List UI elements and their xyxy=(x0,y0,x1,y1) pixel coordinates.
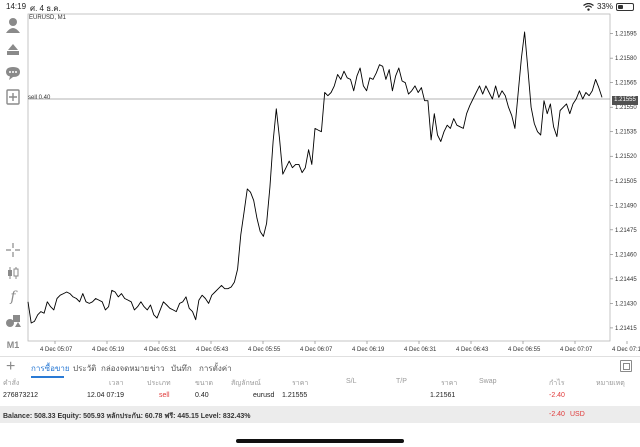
chat-icon[interactable] xyxy=(3,63,23,83)
col-swap: Swap xyxy=(479,378,497,385)
col-tp: T/P xyxy=(396,378,407,385)
status-time: 14:19 xyxy=(6,2,27,11)
x-tick-label: 4 Dec 05:07 xyxy=(40,347,73,353)
order-size: 0.40 xyxy=(195,392,209,399)
status-right: 33% xyxy=(583,2,634,11)
col-sl: S/L xyxy=(346,378,357,385)
y-tick-label: 1.21415 xyxy=(615,326,637,332)
trade-icon[interactable] xyxy=(3,39,23,59)
chart-canvas[interactable]: 1.21595 1.21580 1.21565 1.21550 1.21535 1.215… xyxy=(27,13,640,356)
total-profit: -2.40 xyxy=(549,411,565,418)
y-tick-label: 1.21595 xyxy=(615,32,637,38)
y-tick-label: 1.21490 xyxy=(615,203,637,209)
y-tick-label: 1.21550 xyxy=(615,105,637,111)
active-tab-indicator xyxy=(31,376,64,378)
y-tick-label: 1.21565 xyxy=(615,81,637,87)
col-time: เวลา xyxy=(109,380,124,387)
x-tick-label: 4 Dec 06:19 xyxy=(352,347,385,353)
col-profit: กำไร xyxy=(549,380,565,387)
y-tick-label: 1.21460 xyxy=(615,252,637,258)
new-order-icon[interactable] xyxy=(3,87,23,107)
x-tick-label: 4 Dec 06:43 xyxy=(456,347,489,353)
order-line-label[interactable]: sell 0.40 xyxy=(28,95,51,101)
battery-icon xyxy=(616,2,634,11)
wifi-icon xyxy=(583,2,594,11)
battery-percent: 33% xyxy=(596,2,613,11)
x-tick-label: 4 Dec 05:55 xyxy=(248,347,281,353)
order-type: sell xyxy=(159,392,170,399)
home-indicator xyxy=(236,439,404,443)
price-chart[interactable]: 1.21595 1.21580 1.21565 1.21550 1.21535 1.215… xyxy=(27,13,640,356)
chart-type-icon[interactable] xyxy=(3,263,23,283)
order-price: 1.21555 xyxy=(282,392,308,399)
balance-summary: Balance: 508.33 Equity: 505.93 หลักประกั… xyxy=(3,413,251,420)
plot-frame xyxy=(27,13,611,342)
add-icon[interactable]: + xyxy=(6,358,16,375)
tab-journal[interactable]: บันทึก xyxy=(171,364,192,373)
indicators-icon[interactable]: f xyxy=(10,289,16,305)
col-symbol: สัญลักษณ์ xyxy=(231,380,261,387)
col-order: คำสั่ง xyxy=(3,380,20,387)
account-icon[interactable] xyxy=(3,15,23,35)
status-bar: 14:19 ศ. 4 ธ.ค. 33% xyxy=(0,0,640,13)
y-tick-label: 1.21430 xyxy=(615,301,637,307)
x-tick-label: 4 Dec 07:07 xyxy=(560,347,593,353)
price-line xyxy=(27,31,603,324)
y-tick-label: 1.21535 xyxy=(615,130,637,136)
expand-panel-icon[interactable] xyxy=(620,360,632,372)
tab-history[interactable]: ประวัติ xyxy=(73,364,97,373)
col-type: ประเภท xyxy=(147,380,171,387)
order-id: 276873212 xyxy=(3,392,39,399)
table-row[interactable]: 276873212 12.04 07:19 sell 0.40 eurusd 1… xyxy=(0,392,640,405)
balance-bar: Balance: 508.33 Equity: 505.93 หลักประกั… xyxy=(0,406,640,423)
x-tick-label: 4 Dec 06:07 xyxy=(300,347,333,353)
x-tick-label: 4 Dec 06:31 xyxy=(404,347,437,353)
tab-mailbox[interactable]: กล่องจดหมาย xyxy=(101,364,150,373)
left-toolbar: f M1 xyxy=(0,13,27,356)
col-size: ขนาด xyxy=(195,380,214,387)
crosshair-icon[interactable] xyxy=(3,240,23,260)
tab-settings[interactable]: การตั้งค่า xyxy=(199,364,232,373)
table-header: คำสั่ง เวลา ประเภท ขนาด สัญลักษณ์ ราคา S… xyxy=(0,378,640,390)
y-tick-label: 1.21475 xyxy=(615,228,637,234)
x-tick-label: 4 Dec 05:43 xyxy=(196,347,229,353)
order-current-price: 1.21561 xyxy=(430,392,456,399)
y-tick-label: 1.21520 xyxy=(615,154,637,160)
profit-currency: USD xyxy=(570,411,585,418)
col-note: หมายเหตุ xyxy=(596,380,625,387)
status-date: ศ. 4 ธ.ค. xyxy=(30,4,61,13)
order-profit: -2.40 xyxy=(549,392,565,399)
y-tick-label: 1.21505 xyxy=(615,179,637,185)
col-price: ราคา xyxy=(292,380,309,387)
chart-symbol: EURUSD, M1 xyxy=(29,15,67,21)
col-cur-price: ราคา xyxy=(441,380,458,387)
x-tick-label: 4 Dec 05:19 xyxy=(92,347,125,353)
objects-icon[interactable] xyxy=(3,311,23,331)
y-tick-label: 1.21445 xyxy=(615,277,637,283)
x-tick-label: 4 Dec 06:55 xyxy=(508,347,541,353)
timeframe-button[interactable]: M1 xyxy=(6,340,20,350)
current-price-tag: 1.21555 xyxy=(612,96,638,105)
tab-trade[interactable]: การซื้อขาย xyxy=(31,364,70,373)
x-tick-label: 4 Dec 07:19 xyxy=(612,347,640,353)
bottom-tabs: + การซื้อขาย ประวัติ กล่องจดหมาย ข่าว บั… xyxy=(0,356,640,378)
order-symbol: eurusd xyxy=(253,392,275,399)
x-tick-label: 4 Dec 05:31 xyxy=(144,347,177,353)
tab-news[interactable]: ข่าว xyxy=(150,364,165,373)
order-time: 12.04 07:19 xyxy=(87,392,124,399)
y-tick-label: 1.21580 xyxy=(615,56,637,62)
